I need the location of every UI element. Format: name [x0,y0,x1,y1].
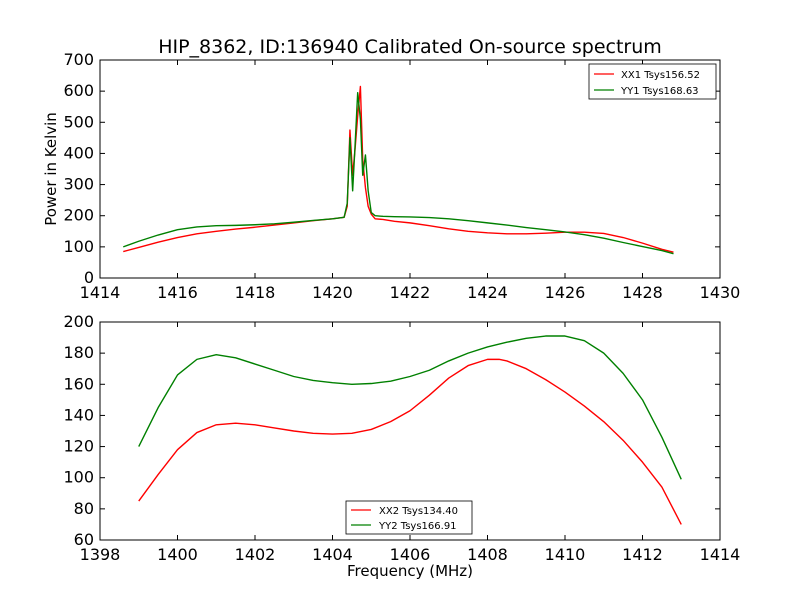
bottom-x-tick-label: 1398 [80,545,121,564]
legend-label-yy1: YY1 Tsys168.63 [620,86,699,97]
bottom-x-tick-label: 1404 [312,545,353,564]
bottom-x-tick-label: 1400 [157,545,198,564]
top-y-tick-label: 600 [63,81,94,100]
top-y-axis-label: Power in Kelvin [42,112,60,226]
top-x-tick-label: 1430 [700,283,741,302]
bottom-y-tick-label: 180 [63,343,94,362]
top-x-tick-label: 1426 [545,283,586,302]
top-y-tick-label: 300 [63,175,94,194]
bottom-y-tick-label: 100 [63,468,94,487]
legend-label-xx1: XX1 Tsys156.52 [621,70,700,81]
top-x-tick-label: 1428 [622,283,663,302]
top-y-tick-label: 700 [63,50,94,69]
top-series-line-yy1 [123,91,674,255]
top-x-tick-label: 1424 [467,283,508,302]
legend-label-xx2: XX2 Tsys134.40 [379,506,458,517]
top-y-tick-label: 0 [84,268,94,287]
legend-label-yy2: YY2 Tsys166.91 [378,521,457,532]
bottom-y-tick-label: 80 [74,499,94,518]
top-plot: 1414 1416 1418 1420 1422 1424 1426 1428 1430 0 100… [42,50,740,302]
bottom-x-tick-label: 1402 [235,545,276,564]
top-y-tick-label: 100 [63,237,94,256]
bottom-y-tick-label: 160 [63,374,94,393]
bottom-x-tick-label: 1414 [700,545,741,564]
bottom-x-tick-label: 1410 [545,545,586,564]
bottom-series-line-yy2 [138,335,682,480]
chart-title: HIP_8362, ID:136940 Calibrated On-source… [158,36,662,58]
bottom-x-axis-label: Frequency (MHz) [347,562,473,580]
bottom-x-tick-label: 1412 [622,545,663,564]
top-legend: XX1 Tsys156.52 YY1 Tsys168.63 [588,63,717,100]
top-y-tick-label: 200 [63,206,94,225]
bottom-plot: 1398 1400 1402 1404 1406 1408 1410 1412 1414 60 80… [63,312,740,580]
top-x-tick-label: 1422 [390,283,431,302]
bottom-x-tick-label: 1408 [467,545,508,564]
bottom-y-tick-label: 200 [63,312,94,331]
top-x-tick-label: 1418 [235,283,276,302]
bottom-series-line-xx2 [138,358,682,525]
top-y-tick-label: 500 [63,112,94,131]
bottom-y-tick-label: 60 [74,530,94,549]
top-x-tick-label: 1420 [312,283,353,302]
top-x-tick-label: 1416 [157,283,198,302]
top-series-line-xx1 [123,85,674,253]
top-x-tick-label: 1414 [80,283,121,302]
bottom-x-tick-label: 1406 [390,545,431,564]
bottom-y-tick-label: 120 [63,437,94,456]
top-y-tick-label: 400 [63,143,94,162]
bottom-y-tick-label: 140 [63,405,94,424]
bottom-legend: XX2 Tsys134.40 YY2 Tsys166.91 [345,500,473,535]
